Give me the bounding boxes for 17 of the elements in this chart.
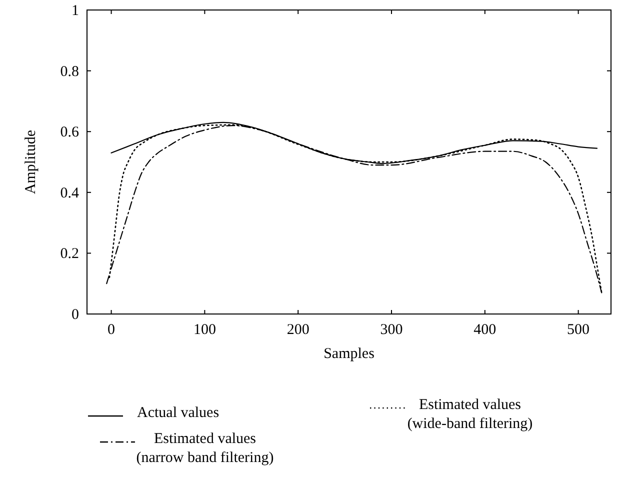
x-tick-label: 400 [474,322,496,338]
x-tick-label: 100 [193,322,216,338]
y-tick-label: 0.4 [60,185,80,202]
y-axis-title: Amplitude [23,130,39,194]
y-tick-label: 0 [72,307,79,323]
x-tick-label: 0 [108,322,116,338]
x-tick-label: 300 [380,322,403,338]
y-tick-label: 1 [72,3,79,19]
y-tick-label: 0.8 [60,64,79,80]
legend-label: Estimated values (wide-band filtering) [407,397,533,432]
y-tick-label: 0.6 [60,124,80,141]
legend-label: Estimated values (narrow band filtering) [136,431,274,466]
y-tick-label: 0.2 [60,246,79,262]
x-axis-title: Samples [324,346,375,362]
x-tick-label: 500 [567,322,590,338]
legend-label: Actual values [137,405,220,421]
x-tick-label: 200 [286,322,310,338]
